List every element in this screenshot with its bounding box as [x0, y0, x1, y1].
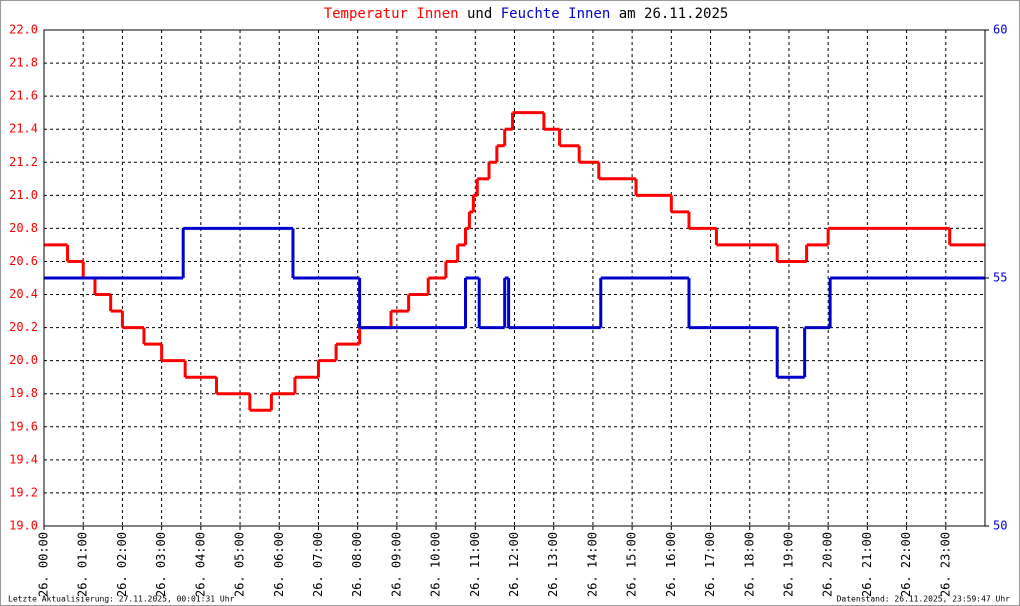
y2-tick-label: 60 [993, 23, 1007, 37]
y-tick-label: 22.0 [9, 23, 38, 37]
footer-right: Datenstand: 26.11.2025, 23:59:47 Uhr [837, 595, 1011, 604]
x-tick-label: 26. 22:00 [899, 532, 913, 597]
y-tick-label: 20.0 [9, 353, 38, 367]
y-tick-label: 20.2 [9, 320, 38, 334]
y2-tick-label: 55 [993, 271, 1007, 285]
y-tick-label: 21.2 [9, 155, 38, 169]
x-tick-label: 26. 11:00 [468, 532, 482, 597]
y-tick-label: 21.8 [9, 56, 38, 70]
x-tick-label: 26. 15:00 [625, 532, 639, 597]
x-tick-label: 26. 08:00 [350, 532, 364, 597]
plot-frame [43, 29, 986, 527]
x-tick-label: 26. 05:00 [233, 532, 247, 597]
x-tick-label: 26. 01:00 [76, 532, 90, 597]
x-tick-label: 26. 04:00 [193, 532, 207, 597]
x-tick-label: 26. 07:00 [311, 532, 325, 597]
y-tick-label: 20.4 [9, 287, 38, 301]
x-tick-label: 26. 00:00 [37, 532, 51, 597]
x-tick-label: 26. 19:00 [781, 532, 795, 597]
title-part: am 26.11.2025 [619, 6, 729, 22]
x-tick-label: 26. 21:00 [860, 532, 874, 597]
title-part: und [467, 6, 492, 22]
x-tick-label: 26. 16:00 [664, 532, 678, 597]
y-tick-label: 19.8 [9, 386, 38, 400]
y-tick-label: 19.6 [9, 419, 38, 433]
footer-left: Letzte Aktualisierung: 27.11.2025, 00:01… [8, 595, 235, 604]
x-tick-label: 26. 03:00 [154, 532, 168, 597]
x-tick-label: 26. 06:00 [272, 532, 286, 597]
x-tick-label: 26. 10:00 [429, 532, 443, 597]
x-tick-label: 26. 02:00 [115, 532, 129, 597]
x-tick-label: 26. 20:00 [821, 532, 835, 597]
y-tick-label: 21.0 [9, 188, 38, 202]
y-tick-label: 19.2 [9, 485, 38, 499]
x-tick-label: 26. 09:00 [389, 532, 403, 597]
y-tick-label: 19.4 [9, 452, 38, 466]
y2-tick-label: 50 [993, 519, 1007, 533]
chart-title: Temperatur Innen und Feuchte Innen am 26… [324, 6, 729, 22]
series [44, 111, 985, 412]
y-tick-label: 20.8 [9, 221, 38, 235]
x-tick-label: 26. 12:00 [507, 532, 521, 597]
x-tick-label: 26. 13:00 [546, 532, 560, 597]
y-tick-label: 20.6 [9, 254, 38, 268]
x-tick-label: 26. 14:00 [585, 532, 599, 597]
title-part: Temperatur Innen [324, 6, 459, 22]
y-tick-label: 19.0 [9, 519, 38, 533]
x-tick-label: 26. 17:00 [703, 532, 717, 597]
y-tick-label: 21.6 [9, 89, 38, 103]
x-tick-label: 26. 18:00 [742, 532, 756, 597]
y-tick-label: 21.4 [9, 122, 38, 136]
x-tick-label: 26. 23:00 [938, 532, 952, 597]
title-part: Feuchte Innen [501, 6, 611, 22]
series [44, 226, 985, 379]
